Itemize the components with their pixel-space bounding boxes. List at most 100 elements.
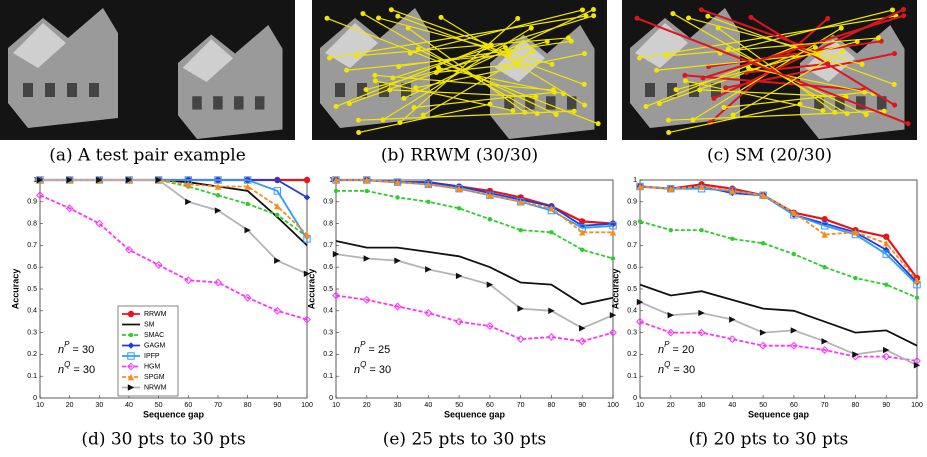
x-tick-label: 30 [394, 402, 402, 409]
marker [883, 346, 890, 354]
keypoint [502, 45, 508, 51]
marker [332, 176, 340, 184]
x-tick-label: 40 [424, 402, 432, 409]
y-tick-label: 0.1 [27, 373, 37, 380]
window [335, 83, 345, 97]
keypoint [529, 49, 535, 55]
match-line [391, 9, 492, 46]
marker [852, 351, 859, 358]
marker [609, 222, 617, 230]
keypoint [682, 72, 688, 78]
keypoint [839, 49, 845, 55]
window [379, 83, 389, 97]
window [357, 83, 367, 97]
keypoint [901, 13, 907, 19]
window [23, 83, 33, 97]
y-tick-label: 0.8 [627, 220, 637, 227]
window [192, 96, 202, 110]
keypoint [582, 102, 588, 108]
marker [579, 222, 586, 229]
series-line [335, 294, 614, 343]
marker [517, 305, 524, 312]
keypoint [825, 16, 831, 22]
marker [96, 176, 103, 184]
legend-box [117, 305, 179, 397]
keypoint [746, 65, 752, 71]
window [504, 96, 514, 110]
marker [579, 325, 586, 332]
marker [303, 315, 311, 324]
window [566, 96, 577, 110]
keypoint [413, 85, 419, 91]
x-tick-label: 20 [667, 402, 675, 409]
marker [609, 229, 617, 236]
marker [821, 231, 828, 238]
marker [274, 202, 281, 210]
caption: (c) SM (20/30) [707, 146, 832, 166]
y-tick-label: 0.3 [27, 329, 37, 336]
marker [759, 341, 768, 350]
match-line [668, 103, 801, 134]
y-tick-label: 0 [329, 395, 333, 402]
legend-marker [127, 352, 135, 360]
keypoint [522, 109, 528, 115]
marker [913, 362, 921, 369]
roof [13, 23, 66, 68]
window [645, 83, 655, 97]
keypoint [515, 16, 521, 22]
x-tick-label: 40 [125, 402, 133, 409]
keypoint [881, 108, 887, 114]
x-tick-label: 30 [698, 402, 706, 409]
marker [610, 256, 616, 261]
series-line [639, 301, 918, 367]
match-line [356, 37, 569, 57]
match-line [672, 13, 848, 115]
marker [759, 192, 767, 199]
keypoint [436, 65, 442, 71]
marker [820, 222, 829, 230]
marker [214, 183, 222, 190]
match-line [374, 74, 554, 91]
marker [455, 317, 464, 326]
keypoint [715, 25, 721, 31]
keypoint [346, 101, 352, 107]
match-line [436, 63, 518, 74]
y-tick-label: 0.7 [627, 242, 637, 249]
marker [759, 329, 767, 336]
match-line [407, 27, 526, 113]
legend-label: RRWM [144, 311, 167, 318]
y-tick-label: 0.2 [27, 351, 37, 358]
marker [215, 193, 221, 198]
marker [486, 281, 494, 288]
marker [789, 341, 798, 350]
window [401, 83, 411, 97]
marker [884, 282, 889, 287]
x-tick-label: 80 [244, 402, 252, 409]
match-line [666, 37, 879, 57]
x-axis-label: Sequence gap [444, 409, 506, 419]
marker [424, 309, 433, 317]
keypoint [666, 130, 672, 136]
marker [155, 176, 162, 184]
marker [548, 307, 555, 314]
marker [578, 337, 587, 346]
keypoint [863, 112, 869, 118]
annotation-base: n [58, 364, 64, 376]
x-tick-label: 100 [911, 402, 923, 409]
annotation: nQ = 30 [658, 360, 695, 376]
roof [182, 39, 234, 82]
marker [243, 176, 252, 184]
marker [486, 192, 494, 199]
y-tick-label: 0.6 [323, 264, 333, 271]
plot-area [639, 179, 918, 399]
keypoint [698, 7, 704, 13]
marker [185, 181, 192, 188]
y-tick-label: 0.8 [27, 220, 37, 227]
keypoint [387, 87, 393, 93]
keypoint [420, 112, 426, 118]
marker [883, 233, 890, 240]
x-tick-label: 100 [607, 402, 619, 409]
photo-panel [622, 0, 917, 140]
keypoint [353, 53, 359, 59]
y-tick-label: 0.6 [27, 264, 37, 271]
